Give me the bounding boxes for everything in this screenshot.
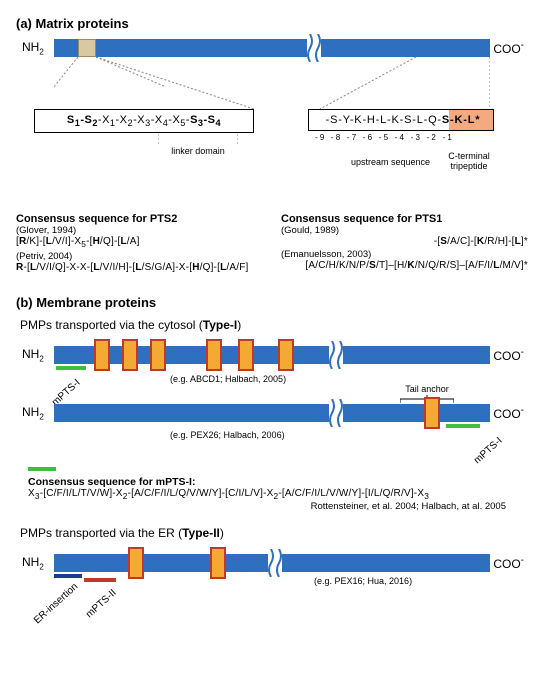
mpts-ii-label: mPTS-II xyxy=(84,587,119,620)
cterm-tripeptide-label: C-terminal tripeptide xyxy=(442,151,496,171)
er-insertion-signal xyxy=(54,574,82,578)
pts2-region xyxy=(78,39,96,57)
type1-bar-pex26: Tail anchor NH2 COO- (e.g. PEX26; Halbac… xyxy=(54,404,490,422)
pts2-ref-petriv: (Petriv, 2004) xyxy=(16,251,263,262)
pts1-consensus-header: Consensus sequence for PTS1 xyxy=(281,213,528,225)
pts2-seq-text: S1-S2-X1-X2-X3-X4-X5-S3-S4 xyxy=(67,114,221,126)
bar-break xyxy=(329,346,343,364)
nh2-label: NH2 xyxy=(22,347,44,363)
mpts-consensus-block: Consensus sequence for mPTS-I: X3-[C/F/I… xyxy=(28,464,528,512)
tm-domain xyxy=(206,339,222,371)
mpts-consensus-seq: X3-[C/F/I/L/T/V/W]-X2-[A/C/F/I/L/Q/V/W/Y… xyxy=(28,488,528,501)
section-a: (a) Matrix proteins NH2 COO- S1-S2-X1-X2… xyxy=(16,16,528,273)
pts1-ref-emanuelsson: (Emanuelsson, 2003) xyxy=(281,249,528,260)
pts1-consensus-block: Consensus sequence for PTS1 (Gould, 1989… xyxy=(281,213,528,273)
pts1-ref-gould: (Gould, 1989) xyxy=(281,225,528,236)
upstream-label: upstream sequence xyxy=(351,157,430,167)
section-a-title: (a) Matrix proteins xyxy=(16,16,528,31)
tm-domain xyxy=(278,339,294,371)
pts1-seq-text: -S-Y-K-H-L-K-S-L-Q-S-K-L* xyxy=(326,114,481,126)
tm-domain xyxy=(122,339,138,371)
er-insertion-label: ER-insertion xyxy=(32,581,80,626)
linker-domain-label: linker domain xyxy=(158,146,238,156)
mpts-ref: Rottensteiner, et al. 2004; Halbach, at … xyxy=(28,501,528,512)
tail-anchor-label: Tail anchor xyxy=(400,384,454,394)
pts1-position-numbers: -9 -8 -7 -6 -5 -4 -3 -2 -1 xyxy=(315,133,454,142)
nh2-label: NH2 xyxy=(22,40,44,56)
mpts-legend-swatch xyxy=(28,467,56,471)
coo-label: COO- xyxy=(493,555,524,571)
matrix-diagram: NH2 COO- S1-S2-X1-X2-X3-X4-X5-S3-S4 xyxy=(54,39,490,189)
type1-subtitle: PMPs transported via the cytosol (Type-I… xyxy=(20,318,528,332)
pts2-ref-glover: (Glover, 1994) xyxy=(16,225,263,236)
coo-label: COO- xyxy=(493,347,524,363)
abcd1-example: (e.g. ABCD1; Halbach, 2005) xyxy=(170,374,286,384)
coo-label: COO- xyxy=(493,40,524,56)
section-b-title: (b) Membrane proteins xyxy=(16,295,528,310)
pts2-seq-petriv: R-[L/V/I/Q]-X-X-[L/V/I/H]-[L/S/G/A]-X-[H… xyxy=(16,262,263,273)
bar-break xyxy=(307,39,321,57)
pts2-consensus-block: Consensus sequence for PTS2 (Glover, 199… xyxy=(16,213,263,273)
bar-break xyxy=(268,554,282,572)
type2-subtitle: PMPs transported via the ER (Type-II) xyxy=(20,526,528,540)
pex16-example: (e.g. PEX16; Hua, 2016) xyxy=(314,576,412,586)
pts2-seq-box: S1-S2-X1-X2-X3-X4-X5-S3-S4 xyxy=(34,109,254,133)
pts2-seq-glover: [R/K]-[L/V/I]-X5-[H/Q]-[L/A] xyxy=(16,236,263,249)
pts2-consensus-header: Consensus sequence for PTS2 xyxy=(16,213,263,225)
pex26-example: (e.g. PEX26; Halbach, 2006) xyxy=(170,430,285,440)
mpts-i-label: mPTS-I xyxy=(472,435,505,466)
bar-break xyxy=(329,404,343,422)
tm-domain xyxy=(238,339,254,371)
nh2-label: NH2 xyxy=(22,555,44,571)
mpts-i-signal xyxy=(56,366,86,370)
type2-bar-pex16: NH2 COO- (e.g. PEX16; Hua, 2016) ER-inse… xyxy=(54,554,490,572)
type1-bar-abcd1: NH2 COO- mPTS-I (e.g. ABCD1; Halbach, 20… xyxy=(54,346,490,364)
mpts-consensus-header: Consensus sequence for mPTS-I: xyxy=(28,476,528,488)
pts1-seq-gould: -[S/A/C]-[K/R/H]-[L]* xyxy=(281,236,528,247)
pts1-seq-box: -S-Y-K-H-L-K-S-L-Q-S-K-L* xyxy=(308,109,494,131)
tm-domain xyxy=(424,397,440,429)
section-b: (b) Membrane proteins PMPs transported v… xyxy=(16,295,528,572)
tm-domain xyxy=(210,547,226,579)
mpts-i-signal xyxy=(446,424,480,428)
coo-label: COO- xyxy=(493,405,524,421)
pts1-seq-emanuelsson: [A/C/H/K/N/P/S/T]–[H/K/N/Q/R/S]–[A/F/I/L… xyxy=(281,260,528,271)
mpts-ii-signal xyxy=(84,578,116,582)
tm-domain xyxy=(150,339,166,371)
tm-domain xyxy=(94,339,110,371)
tm-domain xyxy=(128,547,144,579)
nh2-label: NH2 xyxy=(22,405,44,421)
